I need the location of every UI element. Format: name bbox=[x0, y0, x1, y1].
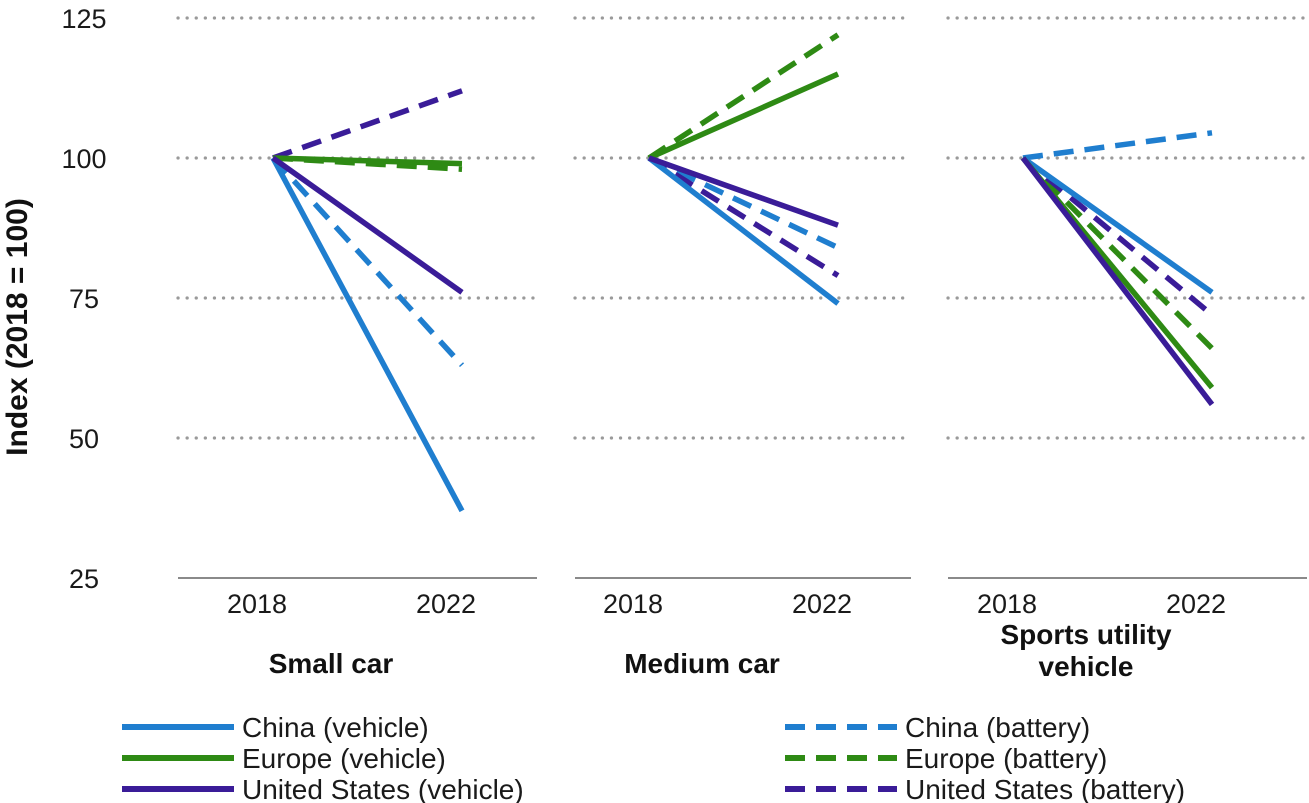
series-line-united-states-vehicle bbox=[271, 155, 464, 295]
y-axis-label: Index (2018 = 100) bbox=[1, 198, 34, 456]
series-line-china-battery bbox=[1022, 130, 1213, 161]
y-tick-label: 100 bbox=[61, 144, 106, 174]
gridlines bbox=[176, 16, 1309, 440]
series-line-europe-battery bbox=[647, 32, 840, 161]
series-line-united-states-battery bbox=[1021, 155, 1214, 317]
x-tick-label: 2018 bbox=[227, 589, 287, 619]
panel-title: Sports utility bbox=[1000, 619, 1172, 650]
series-line-europe-vehicle bbox=[647, 71, 840, 161]
panel-2: 2018 2022 Medium car bbox=[575, 32, 911, 679]
series-line-china-battery bbox=[647, 155, 840, 251]
y-axis: 25 50 75 100 125 bbox=[61, 4, 106, 594]
legend: China (vehicle)Europe (vehicle)United St… bbox=[122, 712, 1185, 803]
y-tick-label: 25 bbox=[69, 564, 99, 594]
x-tick-label: 2022 bbox=[416, 589, 476, 619]
series-line-united-states-battery bbox=[647, 155, 840, 278]
y-tick-label: 75 bbox=[69, 284, 99, 314]
x-tick-label: 2022 bbox=[792, 589, 852, 619]
series-line-china-vehicle bbox=[647, 155, 840, 306]
series-line-china-vehicle bbox=[1021, 155, 1214, 295]
legend-label: Europe (battery) bbox=[905, 743, 1107, 774]
y-tick-label: 125 bbox=[61, 4, 106, 34]
x-tick-label: 2018 bbox=[603, 589, 663, 619]
panel-title: Medium car bbox=[624, 648, 780, 679]
legend-item: Europe (vehicle) bbox=[122, 743, 446, 774]
legend-item: China (battery) bbox=[785, 712, 1090, 743]
legend-label: United States (battery) bbox=[905, 774, 1185, 803]
legend-label: China (battery) bbox=[905, 712, 1090, 743]
series-line-united-states-battery bbox=[272, 88, 463, 161]
legend-label: United States (vehicle) bbox=[242, 774, 524, 803]
series-line-united-states-vehicle bbox=[1020, 156, 1215, 407]
x-tick-label: 2018 bbox=[977, 589, 1037, 619]
panel-title: Small car bbox=[269, 648, 394, 679]
series-line-united-states-vehicle bbox=[648, 155, 839, 228]
panel-1: 2018 2022 Small car bbox=[178, 88, 537, 679]
series-line-china-vehicle bbox=[270, 156, 465, 513]
legend-label: China (vehicle) bbox=[242, 712, 429, 743]
series-line-europe-battery bbox=[1021, 156, 1214, 351]
legend-label: Europe (vehicle) bbox=[242, 743, 446, 774]
panel-title: vehicle bbox=[1039, 651, 1134, 682]
y-tick-label: 50 bbox=[69, 424, 99, 454]
legend-item: United States (vehicle) bbox=[122, 774, 524, 803]
series-line-china-battery bbox=[270, 156, 465, 368]
series-line-europe-vehicle bbox=[272, 155, 463, 167]
legend-item: China (vehicle) bbox=[122, 712, 429, 743]
x-tick-label: 2022 bbox=[1166, 589, 1226, 619]
legend-item: United States (battery) bbox=[785, 774, 1185, 803]
legend-item: Europe (battery) bbox=[785, 743, 1107, 774]
